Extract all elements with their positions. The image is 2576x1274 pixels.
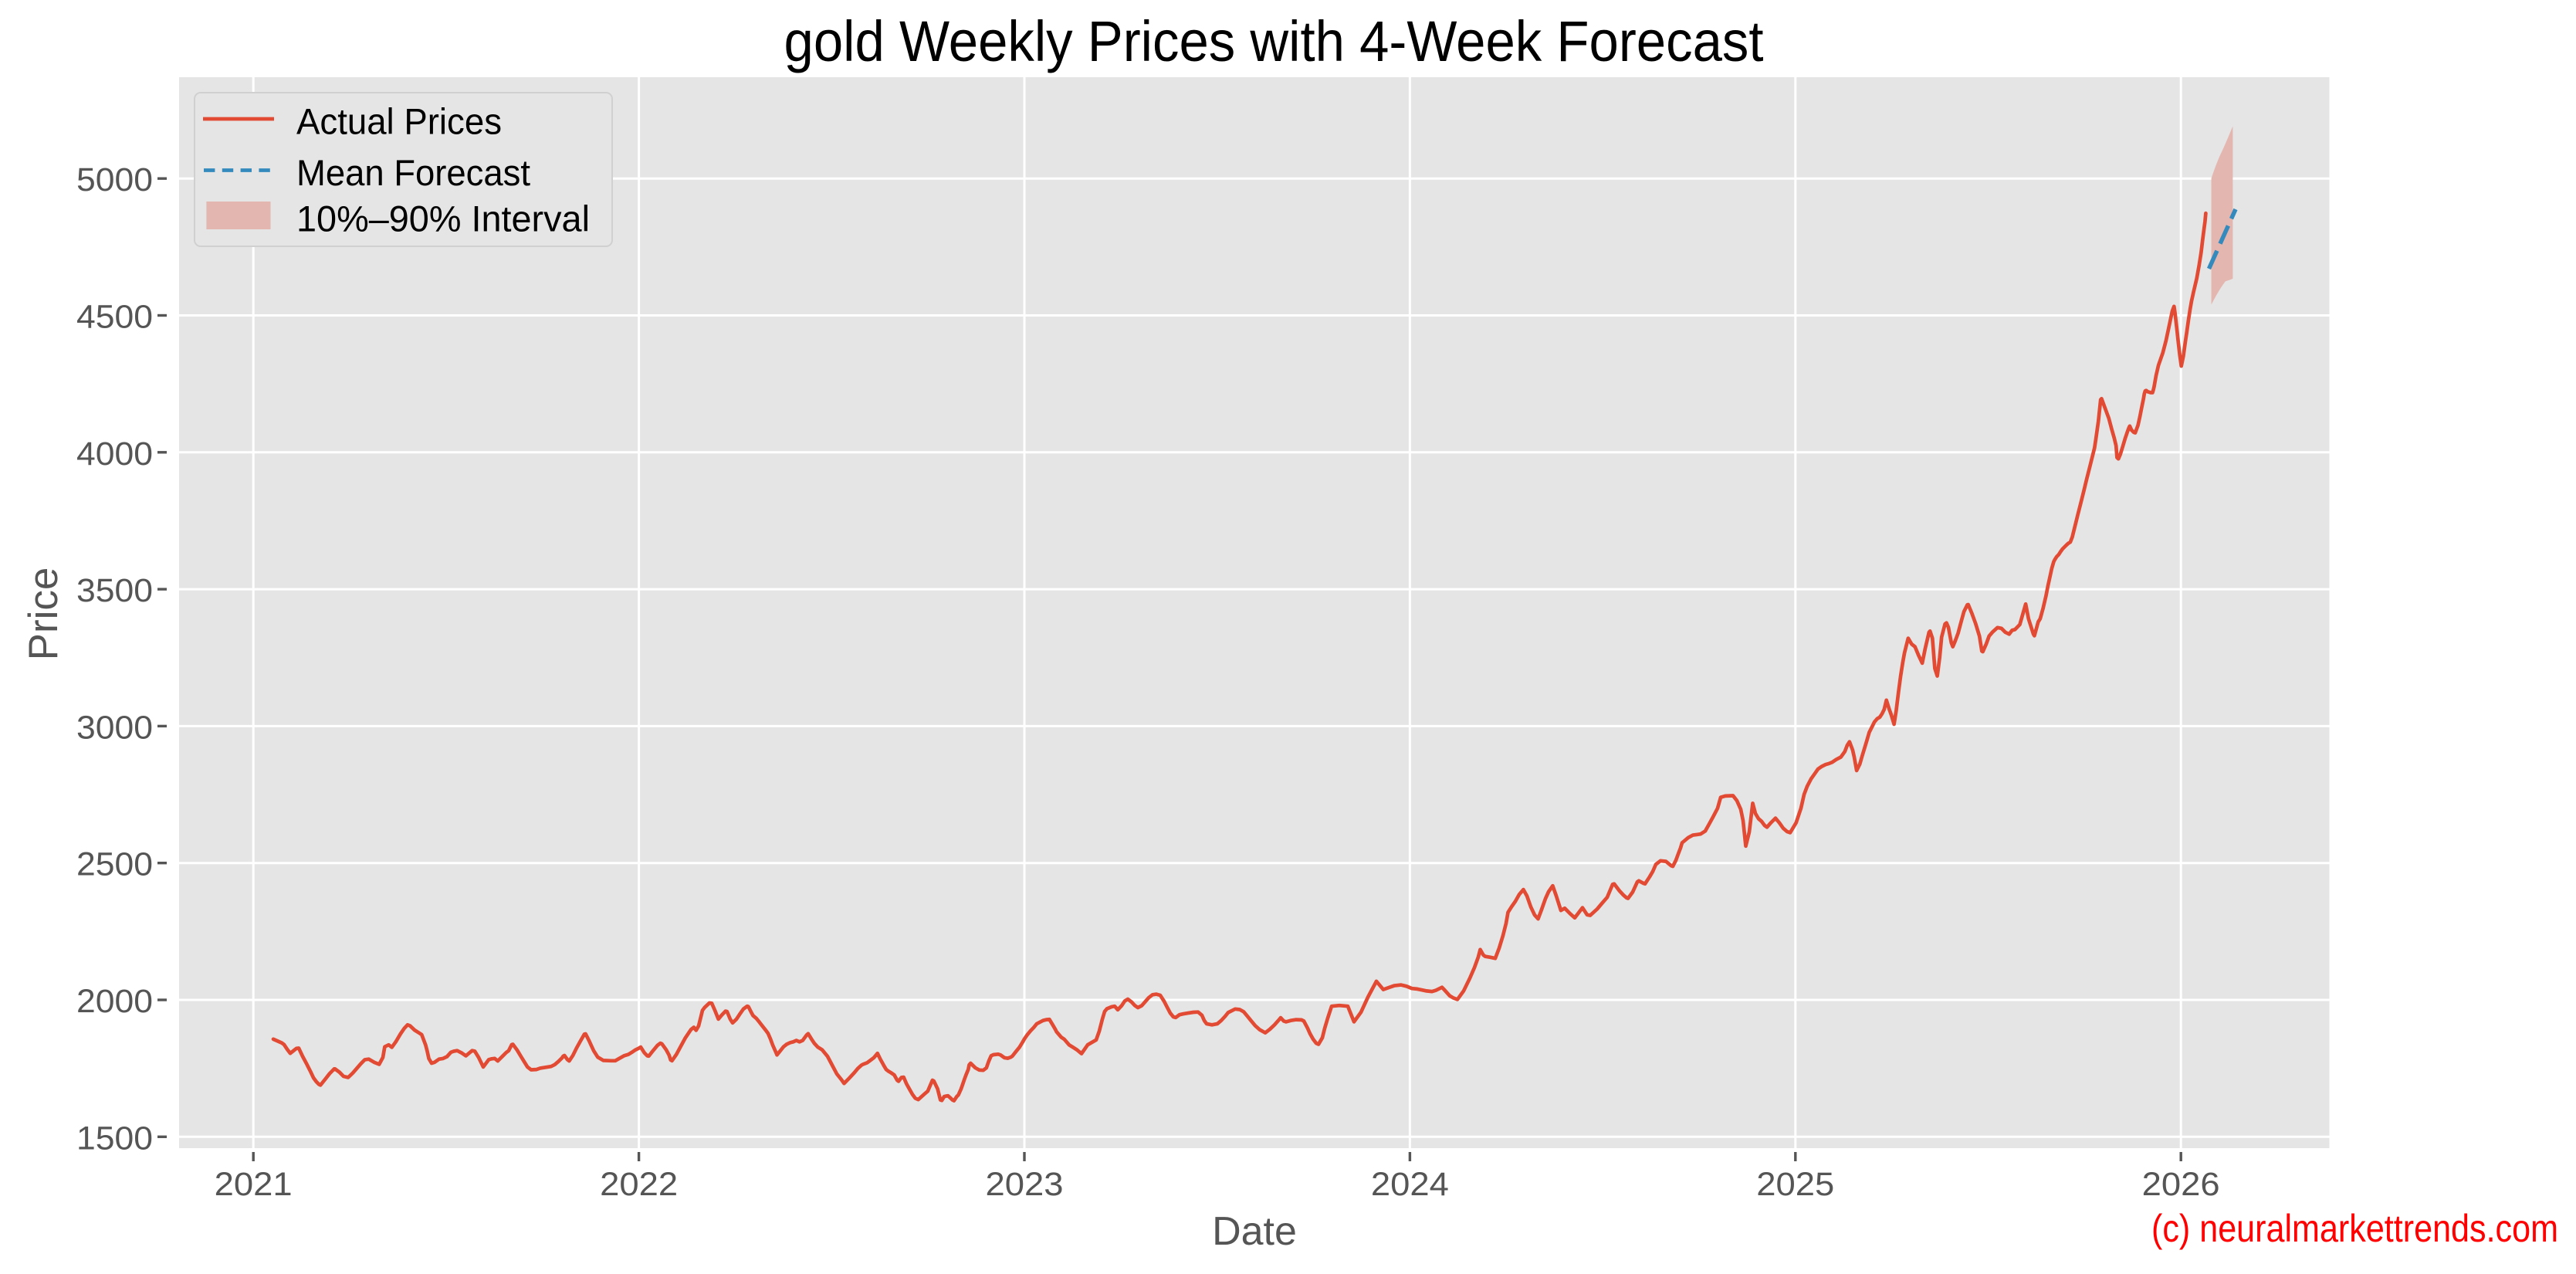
svg-text:2500: 2500 [76,846,153,883]
svg-text:10%–90% Interval: 10%–90% Interval [296,198,590,239]
svg-text:3500: 3500 [76,572,153,609]
svg-text:Price: Price [21,568,66,661]
svg-text:2025: 2025 [1756,1166,1834,1203]
svg-text:2021: 2021 [215,1166,293,1203]
svg-text:5000: 5000 [76,161,153,198]
svg-text:gold Weekly Prices with 4-Week: gold Weekly Prices with 4-Week Forecast [784,9,1764,73]
svg-text:Actual Prices: Actual Prices [296,100,502,141]
svg-text:2022: 2022 [600,1166,678,1203]
svg-text:Date: Date [1212,1209,1297,1254]
svg-text:(c) neuralmarkettrends.com: (c) neuralmarkettrends.com [2151,1207,2558,1250]
svg-text:2000: 2000 [76,983,153,1020]
svg-text:Mean Forecast: Mean Forecast [296,152,530,193]
svg-text:3000: 3000 [76,709,153,746]
svg-text:1500: 1500 [76,1120,153,1157]
svg-text:4500: 4500 [76,299,153,336]
svg-text:2024: 2024 [1371,1166,1449,1203]
svg-text:4000: 4000 [76,435,153,473]
svg-text:2026: 2026 [2142,1166,2220,1203]
svg-text:2023: 2023 [986,1166,1064,1203]
